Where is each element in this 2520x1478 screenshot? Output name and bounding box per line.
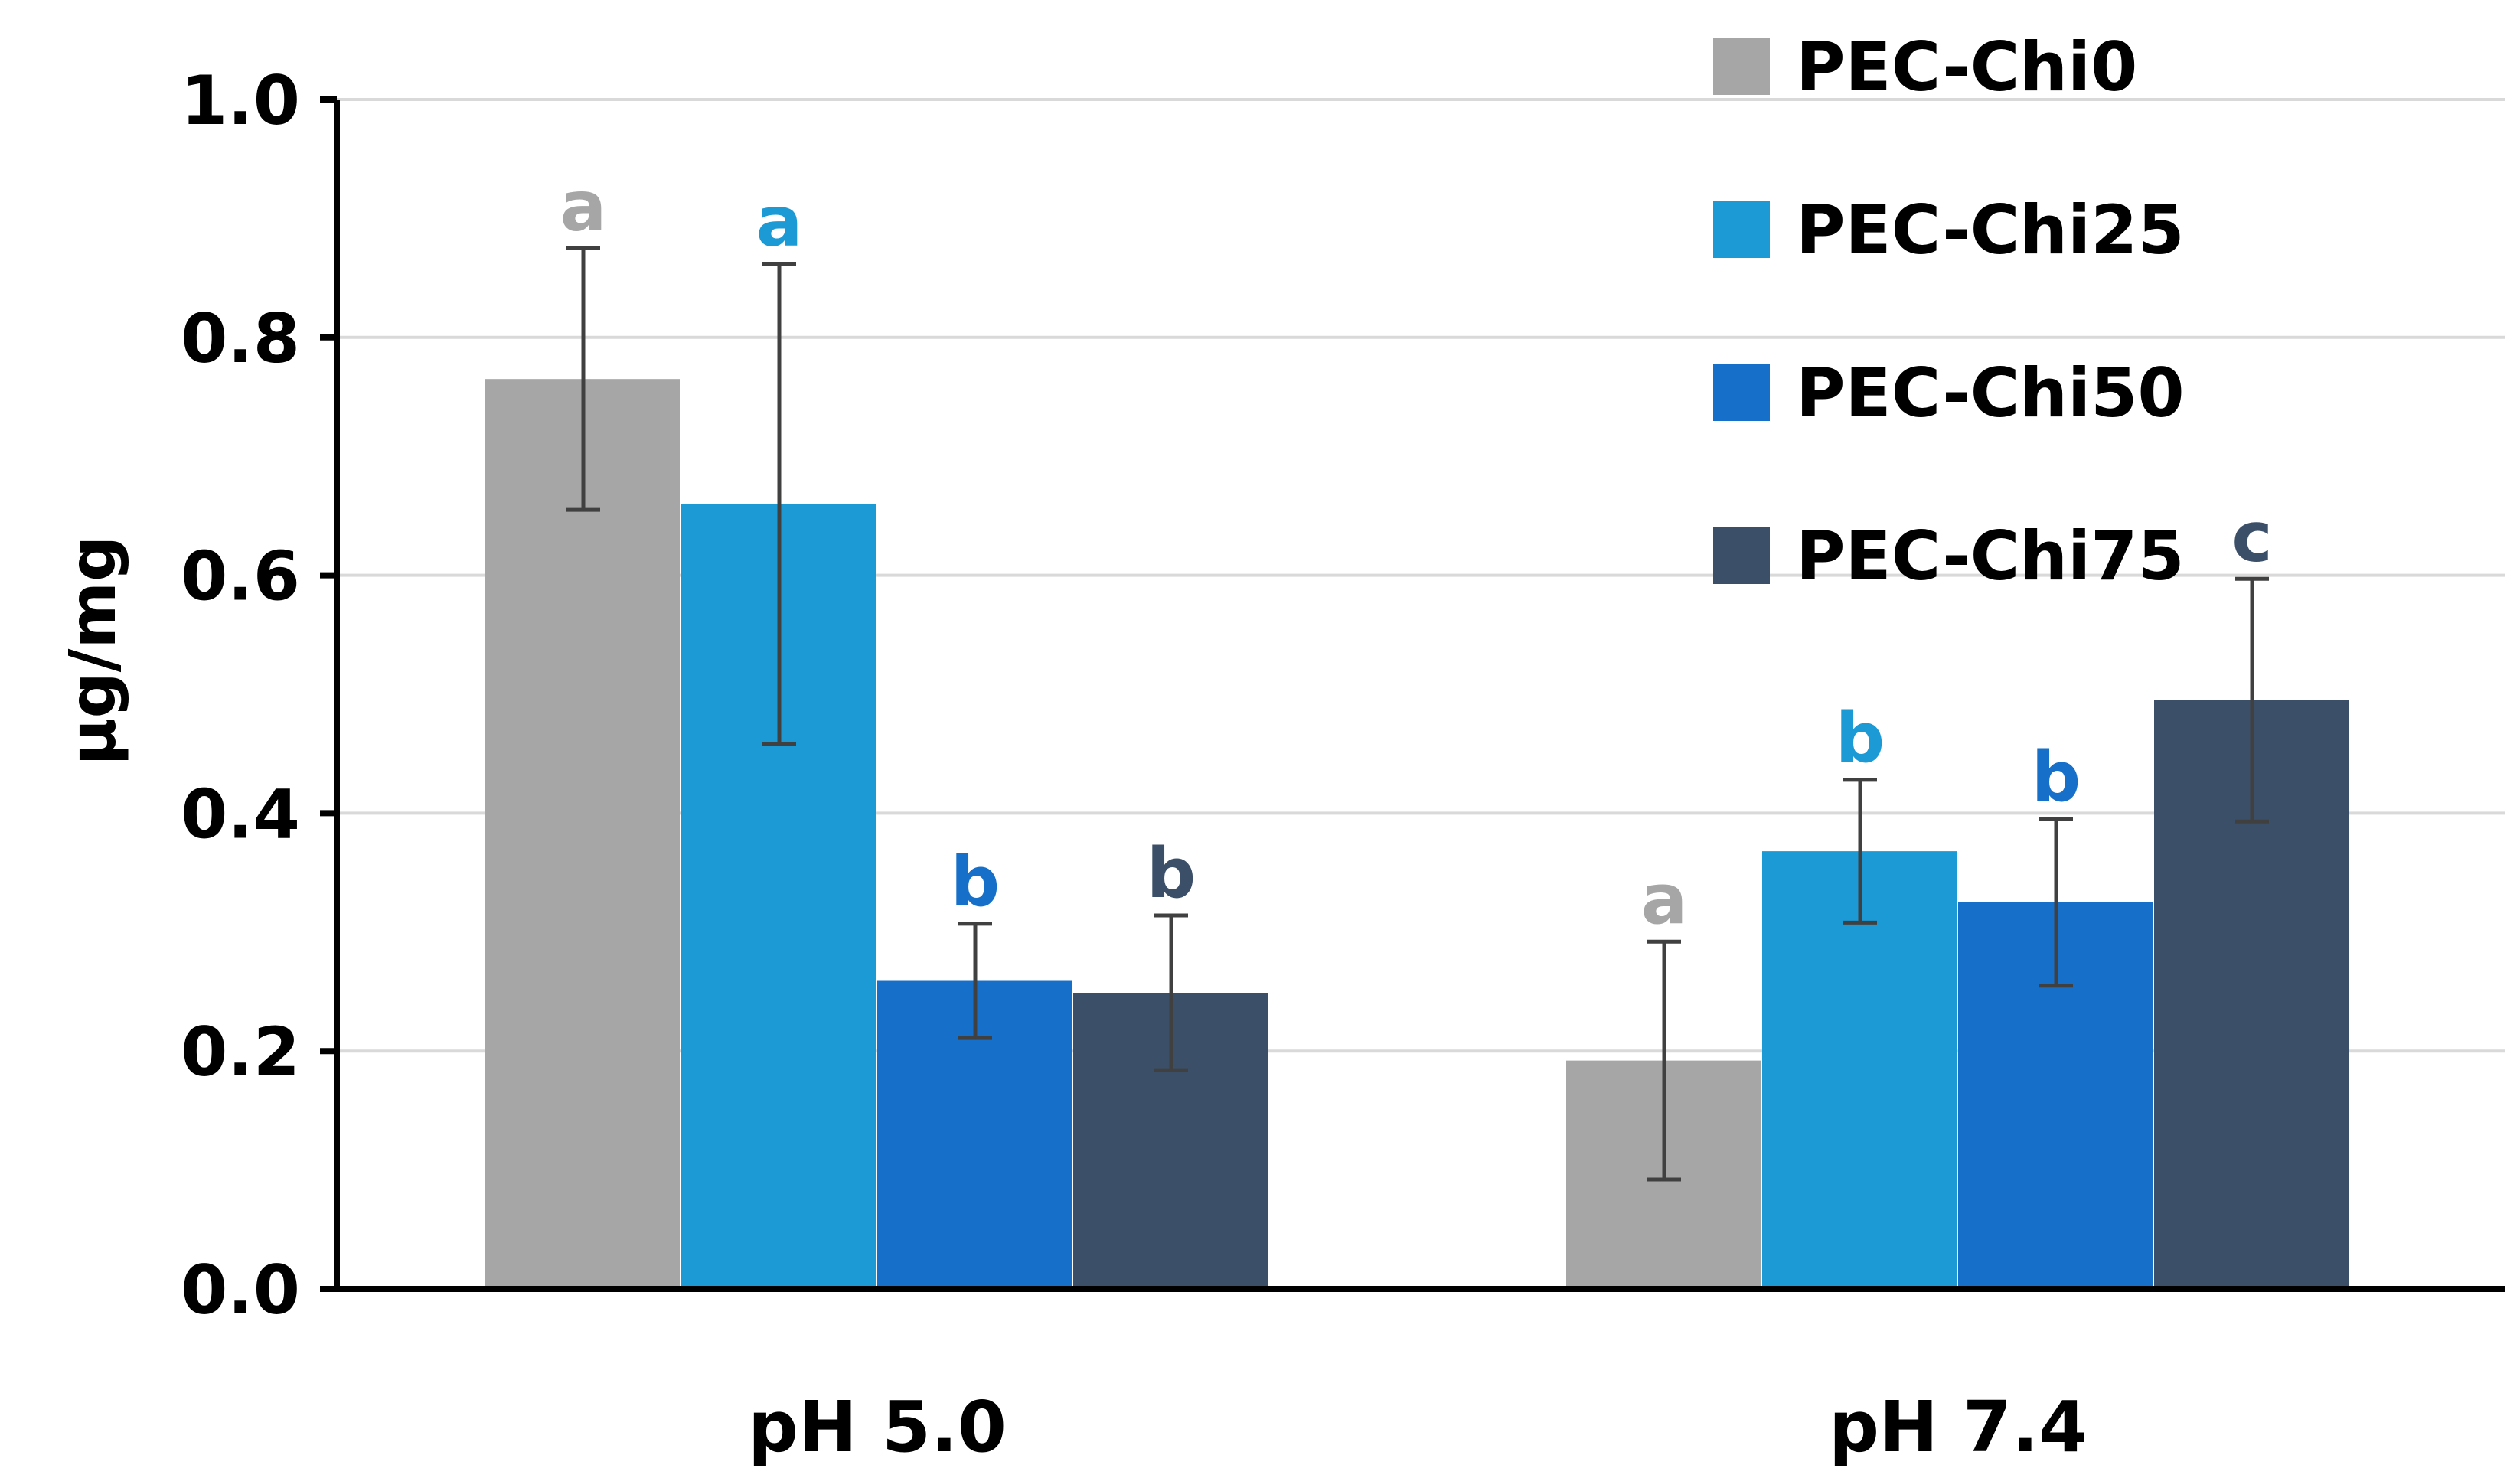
error-bars — [566, 246, 2269, 1182]
x-category-labels: pH 5.0 pH 7.4 — [748, 1386, 2087, 1468]
legend-swatch — [1713, 527, 1770, 584]
bar-pec-chi0-ph5 — [485, 379, 680, 1290]
significance-letter: a — [756, 181, 803, 262]
y-tick-label: 0.8 — [181, 299, 300, 378]
legend-label: PEC-Chi25 — [1796, 191, 2185, 269]
y-tick-labels: 0.0 0.2 0.4 0.6 0.8 1.0 — [181, 61, 337, 1330]
significance-letter: b — [1836, 698, 1885, 778]
legend-swatch — [1713, 201, 1770, 258]
legend-label: PEC-Chi75 — [1796, 517, 2185, 595]
y-tick-label: 0.2 — [181, 1013, 300, 1091]
x-category-label: pH 5.0 — [748, 1386, 1007, 1468]
y-tick-label: 0.0 — [181, 1251, 300, 1330]
legend: PEC-Chi0 PEC-Chi25 PEC-Chi50 PEC-Chi75 — [1713, 28, 2185, 595]
significance-labels: a a b b a b b c — [560, 166, 2273, 940]
legend-swatch — [1713, 38, 1770, 95]
legend-swatch — [1713, 364, 1770, 421]
y-tick-label: 0.4 — [181, 775, 300, 853]
significance-letter: a — [560, 166, 607, 246]
significance-letter: b — [951, 842, 1000, 922]
y-tick-label: 0.6 — [181, 537, 300, 616]
significance-letter: a — [1641, 860, 1688, 940]
significance-letter: b — [1147, 834, 1196, 914]
x-category-label: pH 7.4 — [1829, 1386, 2087, 1468]
bars — [485, 379, 2349, 1290]
significance-letter: c — [2231, 497, 2272, 577]
legend-label: PEC-Chi0 — [1796, 28, 2137, 106]
legend-label: PEC-Chi50 — [1796, 354, 2185, 432]
y-tick-label: 1.0 — [181, 61, 300, 140]
axes — [334, 100, 2505, 1292]
significance-letter: b — [2032, 737, 2081, 817]
y-axis-title: µg/mg — [55, 536, 130, 765]
